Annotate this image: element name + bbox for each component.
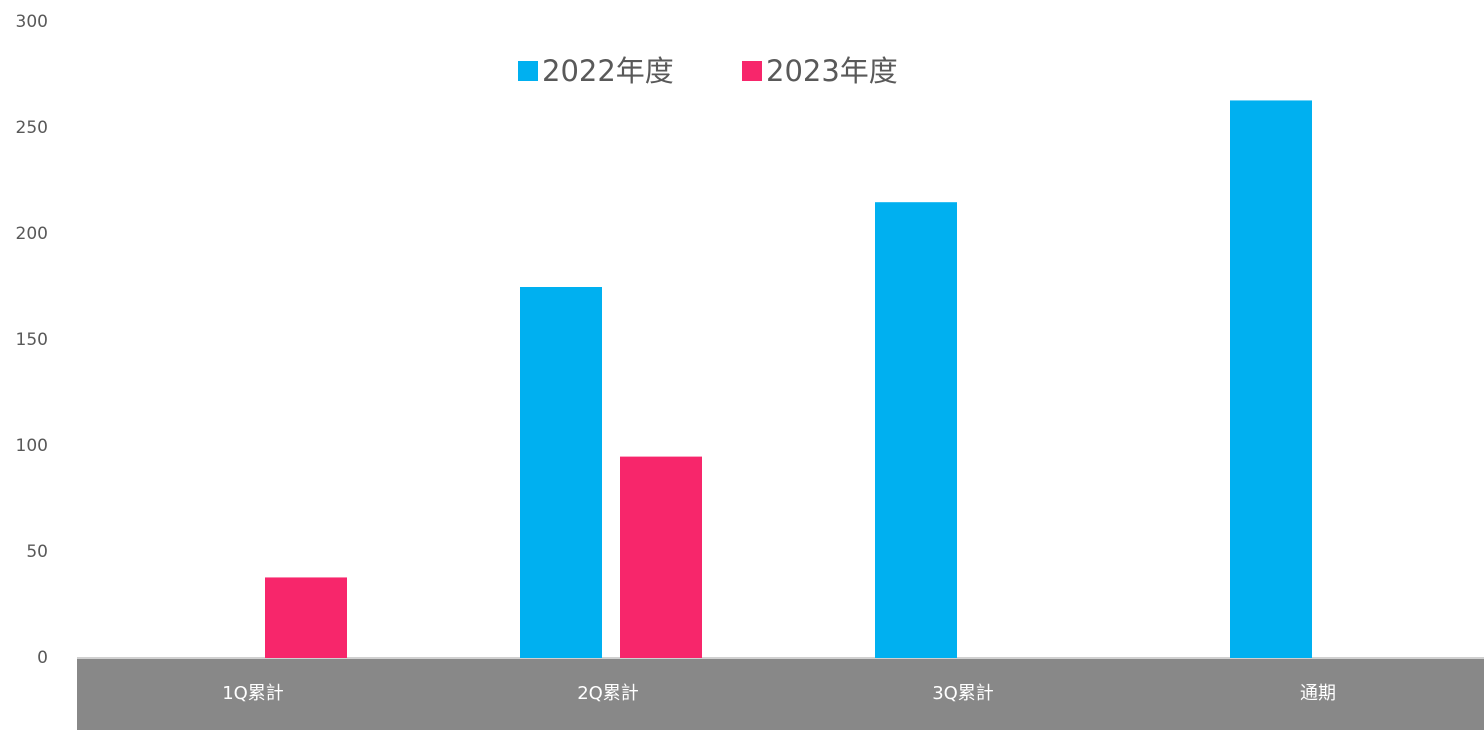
y-tick-label: 250: [16, 118, 48, 138]
bar: [620, 456, 702, 658]
x-tick-label: 通期: [1300, 683, 1336, 704]
y-tick-label: 300: [16, 12, 48, 32]
legend-swatch: [742, 61, 762, 81]
bar: [875, 202, 957, 658]
x-tick-label: 2Q累計: [577, 683, 639, 704]
y-tick-label: 150: [16, 330, 48, 350]
x-axis-band: [77, 658, 1484, 730]
bar: [520, 287, 602, 658]
y-tick-label: 200: [16, 224, 48, 244]
x-tick-label: 3Q累計: [932, 683, 994, 704]
y-tick-label: 100: [16, 436, 48, 456]
bar: [1230, 100, 1312, 658]
y-tick-label: 50: [26, 542, 48, 562]
legend-label: 2022年度: [542, 54, 674, 88]
legend-label: 2023年度: [766, 54, 898, 88]
y-tick-label: 0: [37, 648, 48, 668]
bar: [265, 577, 347, 658]
x-tick-label: 1Q累計: [222, 683, 284, 704]
legend-swatch: [518, 61, 538, 81]
